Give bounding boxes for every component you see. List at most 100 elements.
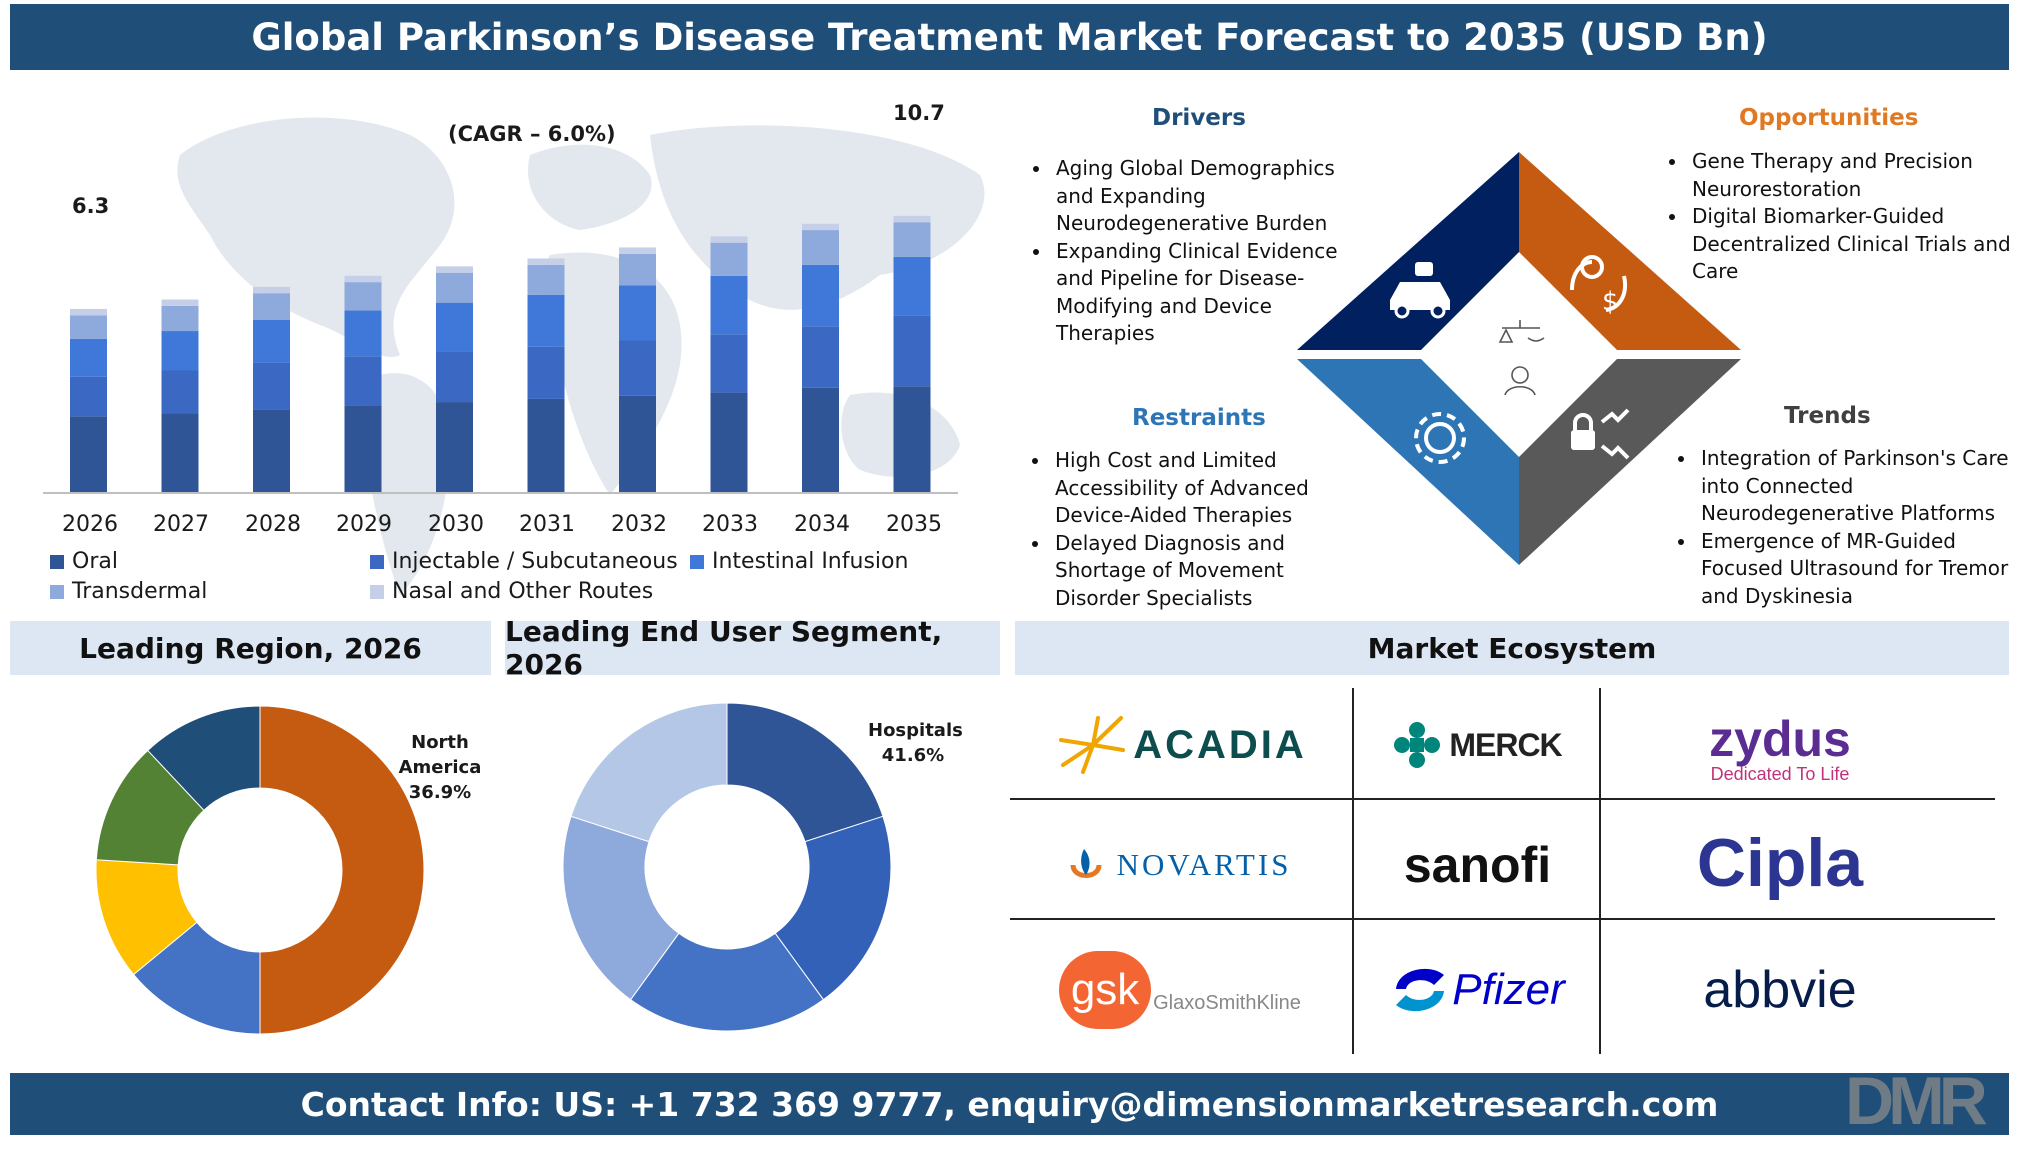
doctor-icon [1498,320,1545,396]
gsk-logo: gsk GlaxoSmithKline [1020,935,1340,1045]
legend-label-nasal: Nasal and Other Routes [392,579,654,604]
zydus-wordmark: zydus [1709,711,1851,767]
bar-intestinal-infusion-2032 [619,285,656,341]
tick-label-2028: 2028 [245,512,301,537]
bar-intestinal-infusion-2026 [70,338,107,377]
bar-nasal-and-other-routes-2027 [161,299,199,306]
bar-intestinal-infusion-2034 [802,264,839,327]
bar-nasal-and-other-routes-2031 [527,258,565,265]
bar-oral-2029 [344,405,382,492]
bar-transdermal-2027 [161,305,199,332]
bar-injectable-subcutaneous-2029 [344,356,382,406]
value-label-first: 6.3 [72,194,110,218]
opportunities-list: Gene Therapy and Precision Neurorestorat… [1660,148,2018,286]
restraints-item: Delayed Diagnosis and Shortage of Moveme… [1051,530,1351,613]
end-user-section-header: Leading End User Segment, 2026 [505,615,1000,681]
region-section-title: Leading Region, 2026 [79,631,422,665]
bar-oral-2032 [619,395,656,492]
tick-label-2029: 2029 [336,512,392,537]
donut-slice-3 [629,932,825,1032]
opportunities-item: Gene Therapy and Precision Neurorestorat… [1688,148,2018,203]
ecosystem-section-header: Market Ecosystem [1015,621,2009,675]
footer-banner: Contact Info: US: +1 732 369 9777, enqui… [10,1073,2009,1135]
dmr-logo: DMR [1845,1063,1988,1139]
opportunities-item: Digital Biomarker-Guided Decentralized C… [1688,203,2018,286]
ecosystem-divider [1599,688,1601,1054]
stacked-bar-chart [43,215,958,494]
ecosystem-divider [1352,688,1354,1054]
bar-intestinal-infusion-2027 [161,331,199,371]
title-banner: Global Parkinson’s Disease Treatment Mar… [10,4,2009,70]
page-title: Global Parkinson’s Disease Treatment Mar… [251,15,1768,59]
pfizer-swirl-icon [1396,968,1445,1012]
legend-label-injectable: Injectable / Subcutaneous [392,549,678,574]
bar-injectable-subcutaneous-2034 [802,326,839,388]
bar-transdermal-2029 [344,282,382,311]
novartis-flame-icon [1070,849,1102,878]
legend-label-transdermal: Transdermal [72,579,208,604]
bar-oral-2028 [253,409,290,492]
bar-nasal-and-other-routes-2026 [70,308,107,316]
bar-transdermal-2033 [710,242,748,276]
center-diamond [1428,260,1610,448]
tick-label-2033: 2033 [702,512,758,537]
restraints-list: High Cost and Limited Accessibility of A… [1023,447,1351,612]
gsk-wordmark: gsk [1070,965,1140,1014]
car-icon [1390,262,1450,319]
end-user-label-value: 41.6% [881,745,945,766]
legend-swatch-injectable [370,554,384,569]
trends-quadrant [1519,359,1741,565]
lock-trend-icon [1571,408,1630,460]
bar-intestinal-infusion-2033 [710,275,748,335]
bar-intestinal-infusion-2030 [436,302,473,352]
legend-oral: Oral [50,549,118,574]
bar-nasal-and-other-routes-2030 [436,266,473,273]
bar-oral-2031 [527,398,565,492]
bar-transdermal-2028 [253,293,290,321]
bar-nasal-and-other-routes-2034 [802,223,839,231]
legend-swatch-intestinal [690,554,704,569]
bar-injectable-subcutaneous-2030 [436,351,473,403]
contact-info: Contact Info: US: +1 732 369 9777, enqui… [300,1084,1719,1124]
bar-transdermal-2034 [802,230,839,265]
restraints-quadrant [1297,359,1519,565]
bar-intestinal-infusion-2028 [253,320,290,363]
sanofi-wordmark: sanofi [1403,837,1552,893]
zydus-logo: zydus Dedicated To Life [1610,700,1950,795]
legend-intestinal: Intestinal Infusion [690,549,908,574]
legend-swatch-transdermal [50,584,64,599]
cipla-wordmark: Cipla [1696,824,1864,901]
brain-gear-icon [1414,412,1466,464]
bar-nasal-and-other-routes-2028 [253,286,290,294]
bar-oral-2034 [802,387,839,492]
acadia-star-icon [1059,716,1126,774]
donut-slice-1 [726,702,884,843]
trends-item: Integration of Parkinson's Care into Con… [1697,445,2020,528]
tick-label-2026: 2026 [62,512,118,537]
region-label-name: North America [398,732,482,778]
bar-oral-2030 [436,402,473,492]
drivers-diamond-graphic: $ [1297,152,1741,565]
donut-slice-2 [774,815,892,1001]
legend-label-oral: Oral [72,549,118,574]
bar-nasal-and-other-routes-2035 [893,215,931,223]
bar-injectable-subcutaneous-2028 [253,362,290,410]
value-label-last: 10.7 [893,101,945,125]
novartis-logo: NOVARTIS [1020,820,1340,910]
trends-title: Trends [1784,403,1871,429]
region-donut-label: North America 36.9% [395,730,485,805]
drivers-item: Expanding Clinical Evidence and Pipeline… [1052,238,1362,348]
bar-oral-2026 [70,416,107,492]
cagr-label: (CAGR – 6.0%) [448,122,616,146]
ecosystem-divider [1010,798,1995,800]
bar-injectable-subcutaneous-2031 [527,346,565,399]
merck-emblem-icon [1394,722,1441,768]
bar-oral-2033 [710,392,748,492]
region-section-header: Leading Region, 2026 [10,621,491,675]
abbvie-wordmark: abbvie [1703,961,1857,1019]
tick-label-2030: 2030 [428,512,484,537]
svg-text:$: $ [1602,287,1619,317]
abbvie-logo: abbvie [1610,940,1950,1040]
bar-transdermal-2035 [893,222,931,257]
bar-oral-2027 [161,413,199,492]
